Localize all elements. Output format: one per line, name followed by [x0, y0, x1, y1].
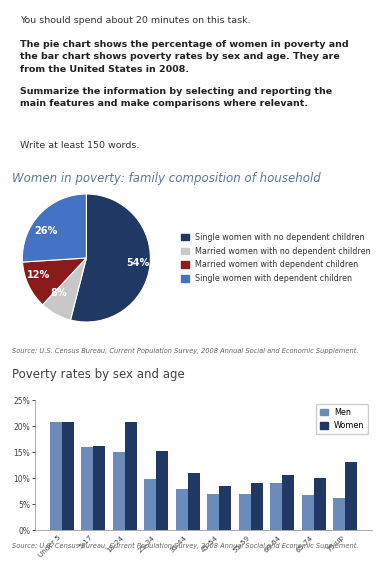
Text: Summarize the information by selecting and reporting the
main features and make : Summarize the information by selecting a… — [20, 86, 332, 108]
Text: Write at least 150 words.: Write at least 150 words. — [20, 141, 139, 150]
Bar — [207, 494, 219, 530]
Bar — [156, 451, 168, 530]
Bar — [345, 462, 357, 530]
Bar — [333, 498, 345, 530]
Legend: Men, Women: Men, Women — [316, 404, 369, 434]
Bar — [176, 489, 188, 530]
Text: Source: U.S. Census Bureau, Current Population Survey, 2008 Annual Social and Ec: Source: U.S. Census Bureau, Current Popu… — [12, 543, 358, 549]
Bar — [144, 479, 156, 530]
Bar — [302, 495, 314, 530]
Bar — [251, 483, 263, 530]
Bar — [314, 478, 326, 530]
Text: The pie chart shows the percentage of women in poverty and
the bar chart shows p: The pie chart shows the percentage of wo… — [20, 40, 349, 73]
Bar — [282, 475, 294, 530]
Text: Poverty rates by sex and age: Poverty rates by sex and age — [12, 368, 184, 381]
Text: 8%: 8% — [51, 288, 67, 298]
Bar — [93, 446, 105, 530]
Bar — [62, 422, 74, 530]
Bar — [219, 486, 231, 530]
Text: 26%: 26% — [34, 226, 58, 236]
Wedge shape — [23, 258, 86, 305]
Wedge shape — [43, 258, 86, 320]
Bar — [270, 483, 282, 530]
Bar — [239, 494, 251, 530]
Bar — [125, 422, 137, 530]
Wedge shape — [71, 194, 151, 322]
Wedge shape — [22, 194, 86, 262]
Bar — [81, 447, 93, 530]
Text: You should spend about 20 minutes on this task.: You should spend about 20 minutes on thi… — [20, 16, 251, 25]
Bar — [113, 452, 125, 530]
Bar — [50, 422, 62, 530]
Legend: Single women with no dependent children, Married women with no dependent childre: Single women with no dependent children,… — [180, 233, 371, 283]
Text: Source: U.S. Census Bureau, Current Population Survey, 2008 Annual Social and Ec: Source: U.S. Census Bureau, Current Popu… — [12, 348, 358, 354]
Bar — [188, 473, 200, 530]
Text: 12%: 12% — [27, 270, 51, 280]
Text: Women in poverty: family composition of household: Women in poverty: family composition of … — [12, 172, 320, 185]
Text: 54%: 54% — [126, 258, 149, 268]
